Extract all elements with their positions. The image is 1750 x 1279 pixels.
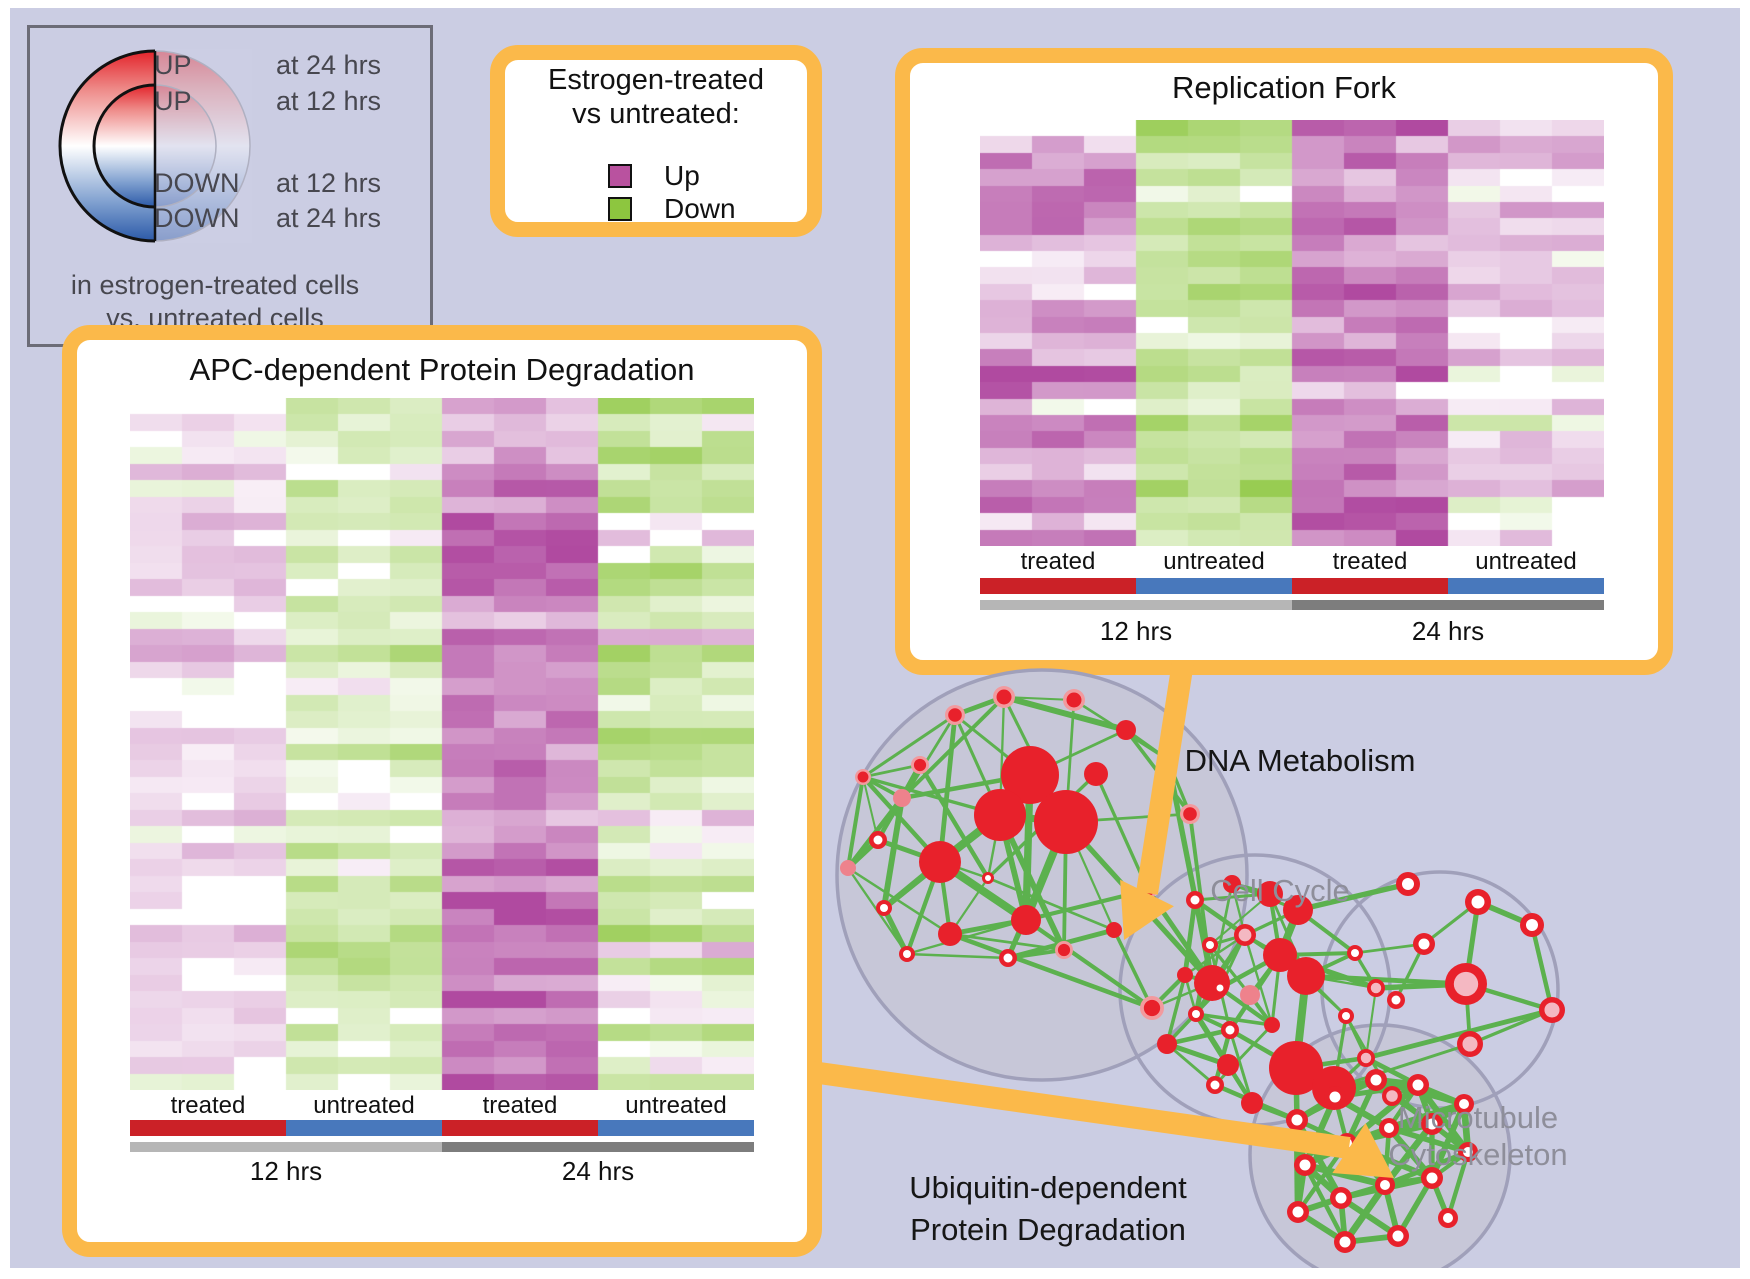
- group-label: untreated: [1475, 548, 1577, 575]
- 24 hrs-bar: [442, 1142, 754, 1152]
- untreated-bar: [1448, 578, 1604, 594]
- treated-bar: [130, 1120, 286, 1136]
- up-label: Up: [664, 160, 700, 191]
- ring-time-24: at 24 hrs: [276, 50, 382, 80]
- replication-fork-time-bar: [980, 600, 1604, 610]
- group-label: treated: [1332, 548, 1408, 575]
- apc-heatmap: [130, 398, 754, 1090]
- ring-legend-diagram: [58, 49, 252, 243]
- ring-label-down-24: DOWN: [154, 203, 240, 233]
- ring-label-up-24: UP: [154, 50, 192, 80]
- group-label: untreated: [1163, 548, 1265, 575]
- apc-group-labels: treated untreated treated untreated: [130, 1092, 754, 1120]
- 12 hrs-bar: [980, 600, 1292, 610]
- untreated-bar: [598, 1120, 754, 1136]
- replication-fork-condition-bar: [980, 578, 1604, 594]
- ring-label-down-12: DOWN: [154, 168, 240, 198]
- estrogen-legend-title-line2: vs untreated:: [572, 98, 740, 130]
- time-label: 24 hrs: [561, 1156, 635, 1186]
- group-label: treated: [482, 1092, 558, 1119]
- treated-bar: [980, 578, 1136, 594]
- apc-time-bar: [130, 1142, 754, 1152]
- inner-left-arc: [92, 83, 156, 209]
- ring-legend-box: [27, 25, 433, 347]
- untreated-bar: [1136, 578, 1292, 594]
- ring-time-down-24: at 24 hrs: [276, 203, 382, 233]
- group-label: treated: [170, 1092, 246, 1119]
- 12 hrs-bar: [130, 1142, 442, 1152]
- group-label: untreated: [313, 1092, 415, 1119]
- outer-left-arc: [58, 49, 156, 243]
- up-color-swatch: [608, 164, 632, 188]
- estrogen-legend-panel: [490, 45, 822, 237]
- untreated-bar: [286, 1120, 442, 1136]
- treated-bar: [1292, 578, 1448, 594]
- group-label: untreated: [625, 1092, 727, 1119]
- time-label: 24 hrs: [1411, 616, 1485, 646]
- group-label: treated: [1020, 548, 1096, 575]
- apc-hour-labels: 12 hrs 24 hrs: [130, 1156, 754, 1187]
- replication-fork-heatmap: [980, 120, 1604, 546]
- down-color-swatch: [608, 197, 632, 221]
- treated-bar: [442, 1120, 598, 1136]
- apc-title: APC-dependent Protein Degradation: [189, 352, 695, 387]
- ring-time-down-12: at 12 hrs: [276, 168, 382, 198]
- replication-fork-group-labels: treated untreated treated untreated: [980, 548, 1604, 576]
- estrogen-legend-title-line1: Estrogen-treated: [547, 64, 764, 96]
- time-label: 12 hrs: [249, 1156, 323, 1186]
- time-label: 12 hrs: [1099, 616, 1173, 646]
- 24 hrs-bar: [1292, 600, 1604, 610]
- ring-caption-line1: in estrogen-treated cells: [70, 270, 360, 300]
- ring-fade-overlay: [155, 49, 252, 243]
- apc-condition-bar: [130, 1120, 754, 1136]
- replication-fork-title: Replication Fork: [1172, 70, 1396, 105]
- down-label: Down: [664, 193, 736, 224]
- replication-fork-hour-labels: 12 hrs 24 hrs: [980, 616, 1604, 647]
- ring-time-12: at 12 hrs: [276, 86, 382, 116]
- ring-label-up-12: UP: [154, 86, 192, 116]
